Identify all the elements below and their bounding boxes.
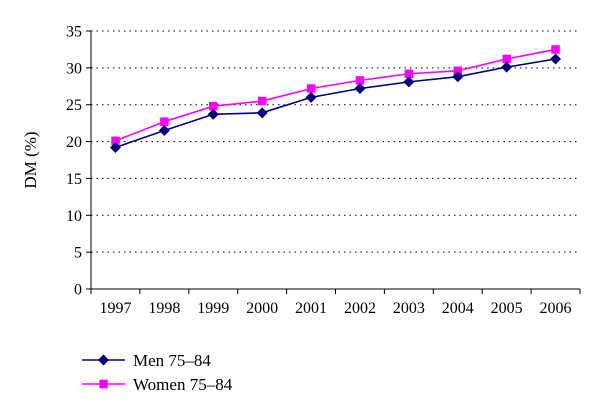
x-tick-label: 2005 [491, 300, 523, 317]
y-tick-labels: 0 5 10 15 20 25 30 35 [66, 24, 91, 299]
series-group [109, 45, 562, 153]
x-tick-label: 1997 [99, 300, 131, 317]
gridlines [91, 30, 580, 253]
data-point [207, 108, 219, 120]
data-point [209, 101, 218, 111]
data-point [256, 107, 268, 119]
data-point [306, 84, 316, 93]
legend: Men 75–84 Women 75–84 [82, 351, 233, 394]
series-line [115, 58, 556, 149]
x-tick-label: 2006 [540, 300, 572, 317]
x-tick-label: 2002 [344, 300, 376, 317]
series-men [109, 53, 562, 153]
x-tick-label: 1999 [197, 300, 229, 317]
legend-label: Men 75–84 [133, 351, 211, 370]
legend-marker [99, 379, 108, 389]
y-tick-label: 25 [66, 97, 82, 114]
data-point [550, 53, 562, 65]
x-tick-label: 2003 [393, 300, 425, 317]
data-point [404, 69, 414, 79]
legend-item-women: Women 75–84 [82, 375, 233, 394]
data-point [452, 71, 464, 83]
y-tick-label: 20 [66, 134, 82, 151]
y-tick-label: 15 [66, 171, 82, 188]
y-tick-label: 0 [74, 282, 82, 299]
x-tick-label: 1998 [148, 300, 180, 317]
data-point [551, 45, 560, 54]
data-point [502, 54, 511, 64]
data-point [111, 136, 120, 146]
x-tick-label: 2004 [442, 300, 474, 317]
x-tick-label: 2000 [246, 300, 278, 317]
legend-marker [98, 354, 109, 366]
data-point [355, 76, 365, 85]
y-tick-label: 10 [66, 208, 82, 225]
series-women [111, 45, 560, 146]
y-tick-label: 5 [74, 245, 82, 262]
data-point [403, 76, 415, 88]
data-point [109, 141, 121, 153]
series-line [115, 48, 556, 142]
data-point [453, 66, 462, 76]
data-point [257, 96, 267, 106]
x-tick-label: 2001 [295, 300, 327, 317]
data-point [160, 117, 169, 126]
y-tick-label: 30 [66, 60, 82, 77]
legend-label: Women 75–84 [133, 375, 233, 394]
x-tick-labels: 1997 1998 1999 2000 2001 2002 2003 2004 2005 2006 [90, 289, 581, 317]
legend-item-men: Men 75–84 [82, 351, 211, 370]
data-point [501, 61, 513, 73]
y-axis-label: DM (%) [21, 131, 40, 188]
data-point [305, 91, 317, 103]
y-tick-label: 35 [66, 24, 82, 41]
data-point [354, 82, 366, 94]
data-point [158, 125, 170, 137]
